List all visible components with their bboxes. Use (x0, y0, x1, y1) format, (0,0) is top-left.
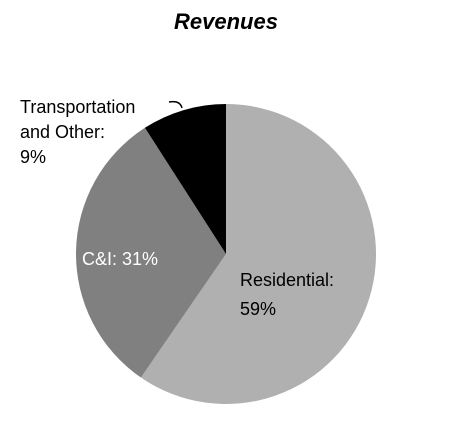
pie-slice-residential (140, 104, 376, 404)
pie-slices (76, 104, 376, 404)
label-transportation: Transportation and Other: 9% (20, 97, 140, 167)
label-residential-value: 59% (240, 299, 276, 319)
pie-slice-transportation-and-other (144, 104, 226, 254)
pie-slice-c-i (76, 127, 226, 378)
slice-labels: Residential: 59% C&I: 31% Transportation… (20, 97, 339, 319)
label-ci: C&I: 31% (82, 249, 158, 269)
label-transportation-line3: 9% (20, 147, 46, 167)
transportation-leader-line (168, 100, 183, 109)
label-ci-text: C&I: 31% (82, 249, 158, 269)
chart-title: Revenues (174, 9, 278, 34)
label-transportation-line2: and Other: (20, 122, 105, 142)
label-transportation-line1: Transportation (20, 97, 135, 117)
label-residential: Residential: 59% (240, 270, 339, 319)
label-residential-name: Residential: (240, 270, 334, 290)
